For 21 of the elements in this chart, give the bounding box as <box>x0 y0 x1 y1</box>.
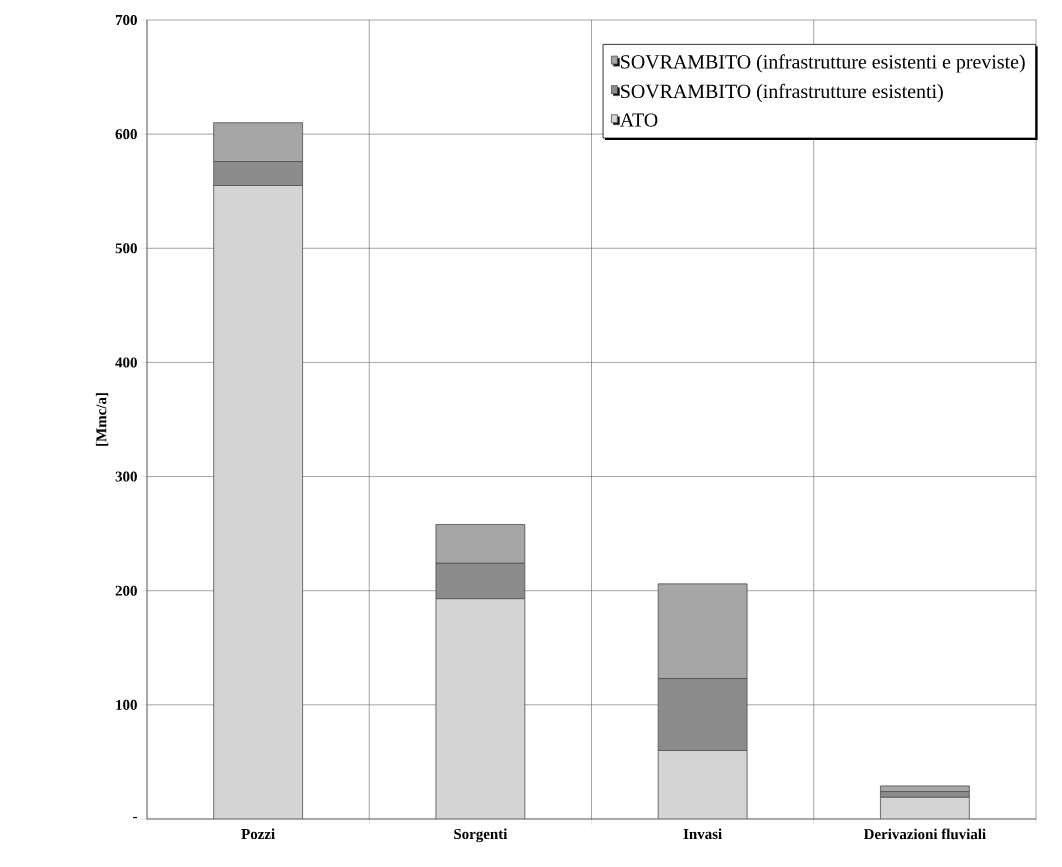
y-tick-label: 700 <box>115 14 137 26</box>
bar <box>435 598 526 819</box>
x-tick-label: Pozzi <box>241 828 275 840</box>
y-axis-title: [Mmc/a] <box>95 393 109 446</box>
y-tick-label: 600 <box>115 129 137 140</box>
y-tick-label: 400 <box>115 357 137 368</box>
y-tick-label: - <box>133 816 137 819</box>
x-tick-label: Invasi <box>683 828 722 840</box>
y-tick-label: 500 <box>115 243 137 254</box>
y-tick-label: 100 <box>116 699 137 710</box>
y-tick-label: 300 <box>115 471 137 482</box>
bar <box>880 785 970 793</box>
y-tick-label: 200 <box>115 585 137 596</box>
bar <box>657 750 748 819</box>
x-tick-label: Sorgenti <box>454 828 508 843</box>
legend-label: SOVRAMBITO (infrastrutture esistenti e previste) <box>621 54 1025 73</box>
bar <box>880 796 970 819</box>
bar <box>213 185 303 819</box>
legend-label: ATO <box>619 113 658 127</box>
x-tick-label: Derivazioni fluviali <box>863 828 986 840</box>
legend-label: SOVRAMBITO (infrastrutture esistenti) <box>621 83 943 103</box>
